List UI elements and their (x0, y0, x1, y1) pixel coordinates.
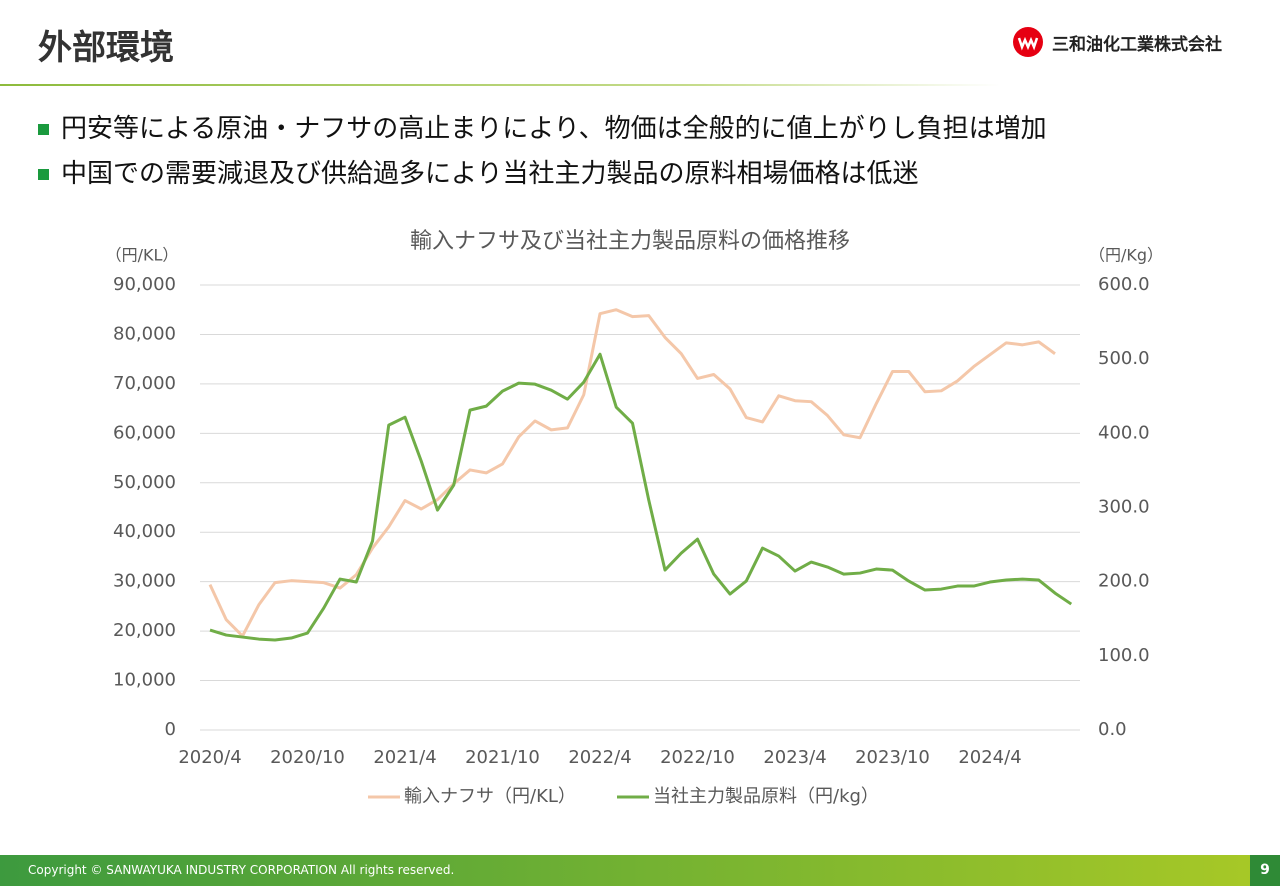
y-tick-label: 70,000 (113, 373, 176, 394)
company-name: 三和油化工業株式会社 (1052, 35, 1222, 55)
y-tick-label: 50,000 (113, 472, 176, 493)
y-tick-label: 0 (165, 719, 176, 740)
y2-tick-label: 0.0 (1098, 719, 1127, 740)
header-rule (0, 84, 1000, 86)
page-number: 9 (1250, 855, 1280, 886)
data-line (209, 352, 1073, 642)
data-line (208, 308, 1056, 638)
logo (1013, 27, 1043, 57)
x-tick-label: 2021/10 (465, 747, 540, 768)
footer: Copyright © SANWAYUKA INDUSTRY CORPORATI… (0, 855, 1280, 886)
y2-tick-label: 100.0 (1098, 645, 1150, 666)
y2-tick-label: 400.0 (1098, 422, 1150, 443)
y-tick-label: 60,000 (113, 422, 176, 443)
bullet-text: 中国での需要減退及び供給過多により当社主力製品の原料相場価格は低迷 (61, 159, 919, 189)
bullet-text: 円安等による原油・ナフサの高止まりにより、物価は全般的に値上がりし負担は増加 (61, 114, 1047, 144)
y2-tick-label: 300.0 (1098, 497, 1150, 518)
y-tick-label: 90,000 (113, 274, 176, 295)
chart-title: 輸入ナフサ及び当社主力製品原料の価格推移 (410, 229, 850, 254)
x-tick-label: 2021/4 (373, 747, 436, 768)
x-tick-label: 2022/10 (660, 747, 735, 768)
x-tick-label: 2023/10 (855, 747, 930, 768)
legend-label: 当社主力製品原料（円/kg） (653, 786, 879, 807)
y-axis-label: （円/KL） (106, 246, 179, 265)
x-tick-label: 2023/4 (763, 747, 826, 768)
y2-tick-label: 600.0 (1098, 274, 1150, 295)
bullet: 中国での需要減退及び供給過多により当社主力製品の原料相場価格は低迷 (38, 153, 918, 190)
copyright: Copyright © SANWAYUKA INDUSTRY CORPORATI… (28, 863, 455, 877)
y-tick-label: 80,000 (113, 323, 176, 344)
bullet: 円安等による原油・ナフサの高止まりにより、物価は全般的に値上がりし負担は増加 (38, 108, 1047, 145)
x-tick-label: 2020/10 (270, 747, 345, 768)
y2-axis-label: （円/Kg） (1089, 246, 1163, 265)
y2-tick-label: 500.0 (1098, 348, 1150, 369)
y-tick-label: 30,000 (113, 571, 176, 592)
x-tick-label: 2020/4 (178, 747, 241, 768)
x-tick-label: 2022/4 (568, 747, 631, 768)
y-tick-label: 20,000 (113, 620, 176, 641)
x-tick-label: 2024/4 (958, 747, 1021, 768)
y2-tick-label: 200.0 (1098, 571, 1150, 592)
y-tick-label: 10,000 (113, 670, 176, 691)
y-tick-label: 40,000 (113, 521, 176, 542)
slide-title: 外部環境 (38, 28, 174, 68)
legend-label: 輸入ナフサ（円/KL） (404, 786, 576, 807)
chart: 輸入ナフサ及び当社主力製品原料の価格推移 （円/KL） （円/Kg） 0 10,0… (106, 229, 1163, 807)
